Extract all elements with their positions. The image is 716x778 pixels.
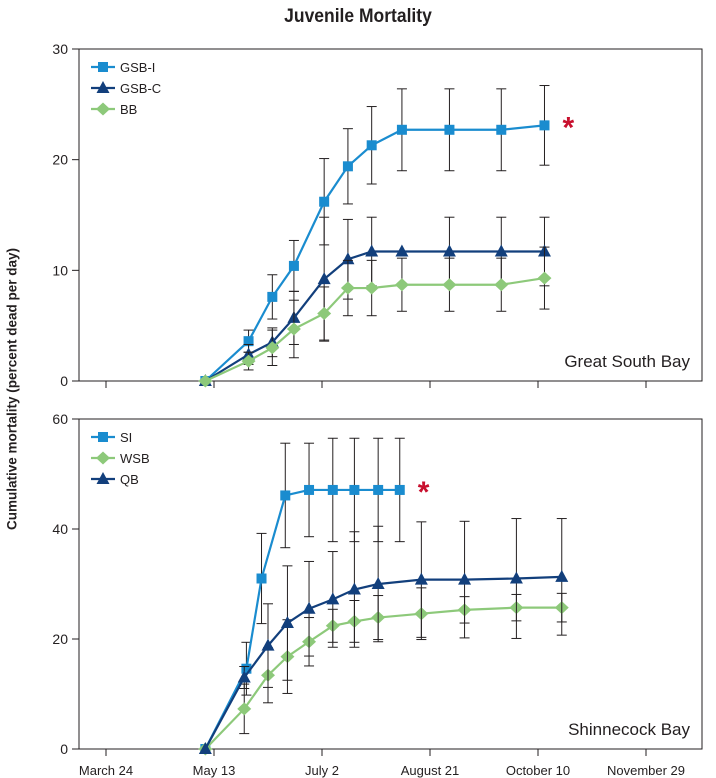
data-point [458, 572, 472, 585]
x-tick-label: August 21 [401, 763, 460, 778]
data-point [442, 278, 457, 292]
panel-annotation: Great South Bay [564, 352, 690, 371]
data-point [198, 374, 213, 388]
data-point [288, 260, 299, 271]
series-GSB-I [200, 85, 550, 386]
data-point [267, 291, 278, 302]
data-point [494, 278, 509, 292]
series-SI [200, 437, 405, 754]
legend-marker [98, 432, 108, 442]
chart-title: Juvenile Mortality [284, 6, 432, 27]
legend-marker [96, 472, 110, 484]
data-point [265, 341, 280, 355]
data-point [396, 124, 407, 135]
data-point [555, 569, 569, 582]
data-point [509, 571, 523, 584]
x-tick-label: July 2 [305, 763, 339, 778]
data-point [327, 484, 338, 495]
data-point [304, 484, 315, 495]
data-point [347, 582, 361, 595]
legend-label: SI [120, 430, 132, 445]
data-point [317, 306, 332, 320]
series-BB [198, 246, 552, 388]
data-point [198, 742, 212, 754]
legend-marker [96, 102, 110, 116]
data-point [414, 572, 428, 585]
series-line [204, 250, 545, 382]
data-point [261, 638, 275, 651]
data-point [395, 244, 409, 257]
data-point [326, 592, 340, 605]
data-point [442, 244, 456, 257]
panel-annotation: Shinnecock Bay [568, 720, 690, 739]
legend-label: GSB-C [120, 81, 161, 96]
legend-marker [96, 451, 110, 465]
data-point [317, 272, 331, 285]
legend-marker [98, 62, 108, 72]
data-point [539, 120, 550, 131]
y-tick-label: 60 [52, 411, 68, 427]
data-point [280, 490, 291, 501]
data-point [340, 281, 355, 295]
data-point [256, 573, 267, 584]
plot-frame [78, 418, 703, 750]
data-point [237, 702, 252, 716]
data-point [342, 161, 353, 172]
series-line [204, 575, 562, 750]
plot-frame [78, 48, 703, 382]
data-point [444, 124, 455, 135]
y-tick-label: 40 [52, 521, 68, 537]
data-point [241, 354, 256, 368]
legend-label: BB [120, 102, 137, 117]
legend-label: GSB-I [120, 60, 155, 75]
panel-0: 0 10 20 30 GSB-I GSB-C BB Great South Bay * [52, 41, 703, 389]
data-point [280, 616, 294, 629]
data-point [349, 484, 360, 495]
data-point [243, 336, 254, 347]
significance-asterisk: * [418, 476, 430, 509]
legend-label: QB [120, 472, 139, 487]
series-line [204, 276, 545, 382]
data-point [364, 281, 379, 295]
data-point [394, 484, 405, 495]
significance-asterisk: * [562, 111, 574, 144]
y-tick-label: 30 [52, 41, 68, 57]
data-point [365, 244, 379, 257]
data-point [341, 252, 355, 265]
data-point [319, 196, 330, 207]
y-tick-label: 0 [60, 741, 68, 757]
y-tick-label: 10 [52, 262, 68, 278]
series-line [204, 606, 562, 750]
y-tick-label: 20 [52, 631, 68, 647]
data-point [496, 124, 507, 135]
y-tick-label: 20 [52, 152, 68, 168]
x-tick-label: March 24 [79, 763, 133, 778]
x-tick-label: May 13 [193, 763, 236, 778]
data-point [371, 577, 385, 589]
data-point [366, 140, 377, 151]
y-tick-label: 0 [60, 373, 68, 389]
x-tick-label: November 29 [607, 763, 685, 778]
data-point [302, 601, 316, 614]
legend-marker [96, 81, 110, 93]
data-point [237, 670, 251, 683]
legend-label: WSB [120, 451, 150, 466]
panel-1: 0 20 40 60 March 24 May 13 July 2 August 21 Octo… [52, 411, 703, 778]
x-tick-label: October 10 [506, 763, 570, 778]
data-point [537, 271, 552, 285]
data-point [394, 278, 409, 292]
data-point [241, 663, 252, 674]
series-WSB [198, 587, 569, 756]
data-point [494, 244, 508, 257]
data-point [286, 322, 301, 336]
data-point [373, 484, 384, 495]
series-QB [198, 518, 569, 754]
